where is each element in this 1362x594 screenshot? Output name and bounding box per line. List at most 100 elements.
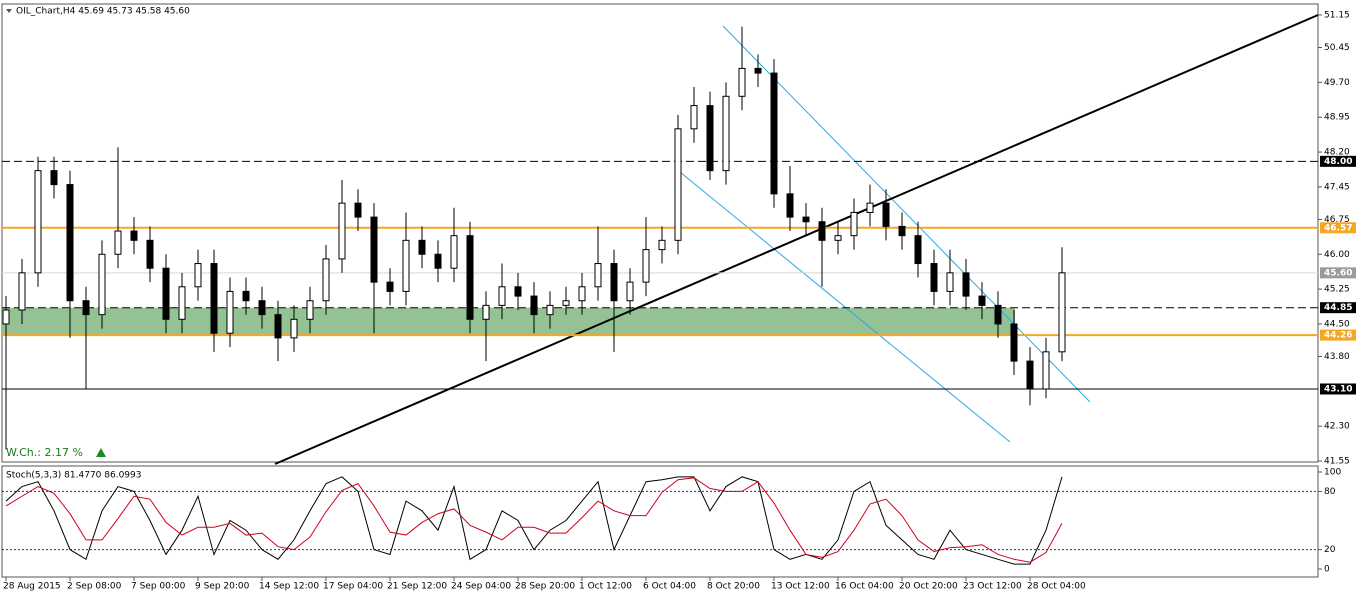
candle-body: [66, 184, 74, 302]
candle-body: [962, 272, 970, 297]
x-tick-label: 23 Oct 12:00: [963, 582, 1022, 592]
x-tick-label: 14 Sep 12:00: [259, 582, 319, 592]
x-tick-label: 6 Oct 04:00: [643, 582, 696, 592]
weekly-change: W.Ch.: 2.17 %: [6, 446, 83, 459]
candle-body: [450, 235, 458, 269]
candle-body: [642, 249, 650, 283]
level-label: 48.00: [1324, 157, 1352, 167]
candle-body: [1058, 272, 1066, 353]
candle-body: [1010, 323, 1018, 362]
candle-body: [146, 239, 154, 269]
level-label-bg: [1320, 302, 1356, 314]
candle-body: [706, 105, 714, 172]
x-tick-label: 28 Oct 04:00: [1027, 582, 1086, 592]
candle-body: [530, 295, 538, 316]
candle-body: [770, 72, 778, 195]
candle-body: [274, 314, 282, 339]
candle-body: [898, 225, 906, 237]
candle-body: [386, 281, 394, 292]
x-tick-label: 28 Sep 20:00: [515, 582, 575, 592]
x-tick-label: 9 Sep 20:00: [195, 582, 250, 592]
candle-body: [162, 267, 170, 320]
candle-body: [178, 286, 186, 320]
y-tick-label: 42.30: [1324, 422, 1350, 432]
candle-body: [978, 295, 986, 306]
stoch-line: [5, 476, 1063, 565]
candle-body: [354, 202, 362, 218]
up-triangle: [96, 448, 106, 457]
candle-body: [834, 235, 842, 241]
candle-body: [322, 258, 330, 302]
candle-body: [946, 272, 954, 292]
x-tick-label: 20 Oct 20:00: [899, 582, 958, 592]
candle-body: [1042, 351, 1050, 390]
level-label-bg: [1320, 329, 1356, 341]
stoch-title: Stoch(5,3,3) 81.4770 86.0993: [6, 471, 141, 481]
candle-body: [850, 211, 858, 237]
y-tick-label: 45.25: [1324, 285, 1350, 295]
level-label: 45.60: [1324, 268, 1352, 278]
y-tick-label: 43.80: [1324, 352, 1350, 362]
y-tick-label: 47.45: [1324, 182, 1350, 192]
x-tick-label: 13 Oct 12:00: [771, 582, 830, 592]
candle-body: [130, 230, 138, 241]
stoch-panel: [1, 465, 1319, 578]
candle-body: [882, 202, 890, 227]
y-tick-label: 46.00: [1324, 250, 1350, 260]
candle-body: [914, 235, 922, 265]
level-label-bg: [1320, 222, 1356, 234]
stoch-line: [5, 477, 1063, 563]
candle-body: [674, 128, 682, 241]
candle-body: [994, 304, 1002, 325]
y-tick-label: 0: [1324, 565, 1330, 575]
y-tick-label: 46.75: [1324, 215, 1350, 225]
candle-body: [546, 304, 554, 316]
x-tick-label: 28 Aug 2015: [3, 582, 61, 592]
candle-body: [722, 95, 730, 172]
y-tick-label: 44.50: [1324, 319, 1350, 329]
level-label: 43.10: [1324, 384, 1352, 394]
candle-body: [338, 202, 346, 260]
menu-arrow: [6, 9, 12, 13]
candle-body: [2, 309, 10, 325]
candle-body: [690, 105, 698, 130]
candle-body: [434, 253, 442, 269]
candle-body: [498, 286, 506, 306]
candle-body: [402, 239, 410, 292]
candle-body: [258, 300, 266, 316]
candle-body: [290, 318, 298, 339]
level-label-bg: [1320, 383, 1356, 395]
x-tick-label: 7 Sep 00:00: [131, 582, 186, 592]
candle-body: [482, 304, 490, 320]
candle-body: [418, 239, 426, 255]
channel-line: [722, 25, 1091, 403]
y-tick-label: 41.55: [1324, 457, 1350, 467]
candle-body: [306, 300, 314, 320]
x-tick-label: 16 Oct 04:00: [835, 582, 894, 592]
y-tick-label: 20: [1324, 545, 1336, 555]
channel-line: [679, 171, 1011, 443]
level-label: 44.26: [1324, 331, 1352, 341]
y-tick-label: 51.15: [1324, 11, 1350, 21]
candle-body: [114, 230, 122, 255]
candle-body: [242, 290, 250, 302]
x-tick-label: 17 Sep 04:00: [323, 582, 383, 592]
candle-body: [786, 193, 794, 218]
candle-body: [802, 216, 810, 223]
x-tick-label: 1 Oct 12:00: [579, 582, 632, 592]
y-tick-label: 100: [1324, 468, 1341, 478]
candle-body: [754, 67, 762, 74]
y-tick-label: 50.45: [1324, 43, 1350, 53]
level-label-bg: [1320, 155, 1356, 167]
candle-body: [50, 170, 58, 186]
level-label: 46.57: [1324, 223, 1352, 233]
candle-body: [466, 235, 474, 320]
candle-body: [594, 263, 602, 288]
y-tick-label: 48.95: [1324, 113, 1350, 123]
candle-body: [98, 253, 106, 316]
main-panel: [1, 3, 1319, 463]
candle-body: [562, 300, 570, 306]
chart-title: OIL_Chart,H4 45.69 45.73 45.58 45.60: [16, 7, 190, 17]
